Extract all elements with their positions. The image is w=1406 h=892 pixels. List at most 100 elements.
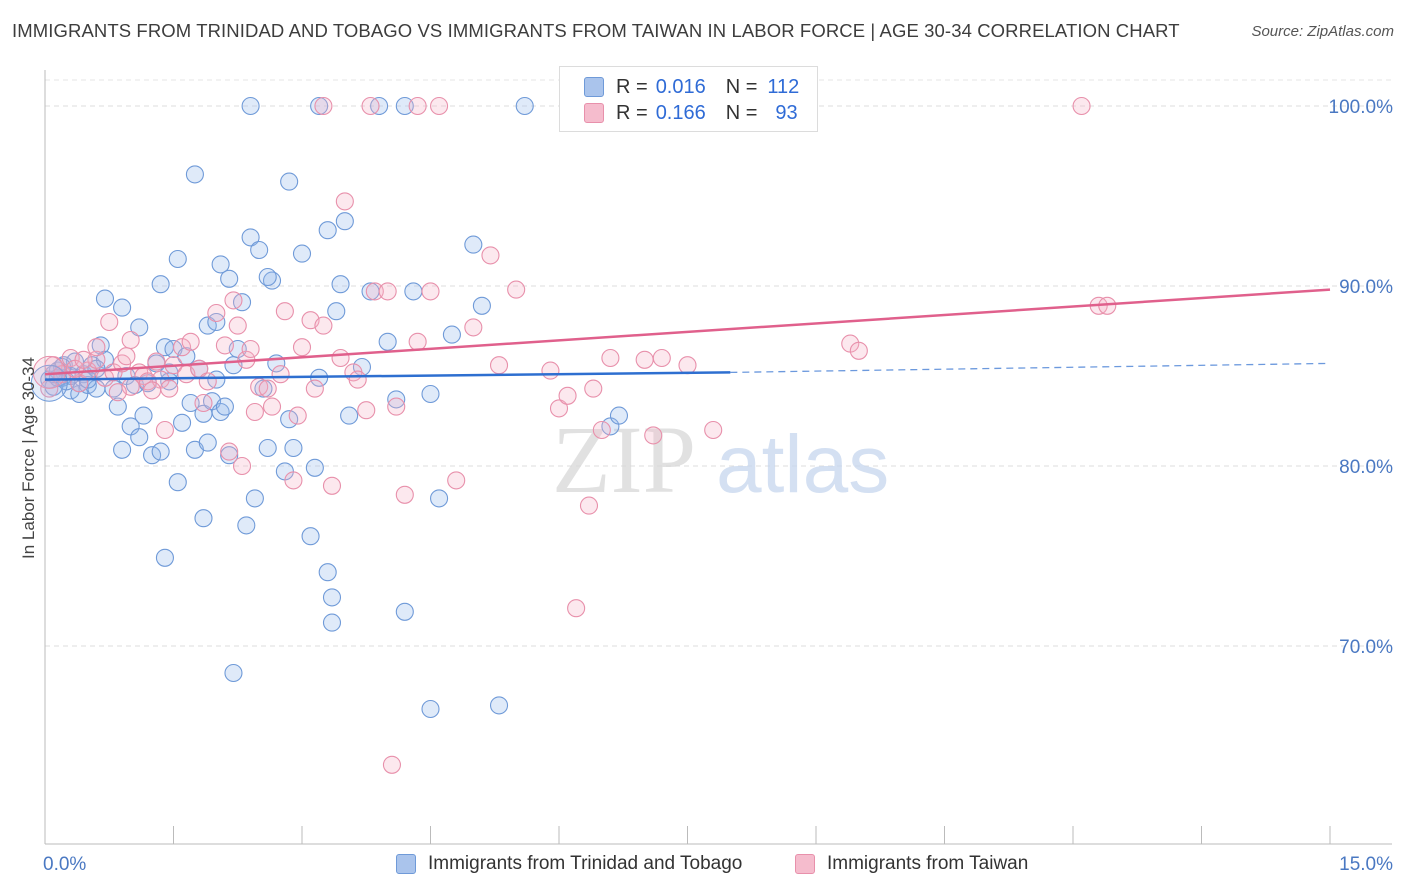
data-point	[489, 356, 509, 375]
data-point	[331, 348, 350, 368]
data-point	[464, 235, 483, 254]
data-point	[361, 96, 380, 116]
y-axis-label: In Labor Force | Age 30-34	[19, 357, 38, 559]
watermark-zip: ZIP	[552, 406, 696, 513]
data-point	[378, 282, 397, 301]
data-point	[194, 509, 213, 528]
data-point	[143, 381, 162, 400]
data-point	[220, 269, 239, 288]
legend-r-value: 0.016	[655, 75, 706, 98]
data-point	[134, 406, 153, 425]
data-point	[340, 406, 359, 425]
data-point	[87, 338, 106, 357]
data-point	[173, 413, 192, 432]
data-point	[584, 379, 603, 398]
data-point	[395, 96, 414, 116]
data-point	[322, 613, 342, 632]
data-point	[224, 663, 243, 683]
data-point	[331, 275, 350, 294]
data-point	[322, 588, 342, 607]
data-point	[635, 350, 654, 369]
data-point	[292, 244, 312, 263]
data-point	[215, 336, 234, 355]
data-point	[395, 602, 414, 621]
data-point	[160, 379, 179, 398]
data-point	[592, 420, 611, 440]
data-point	[74, 350, 93, 369]
watermark-atlas: atlas	[716, 419, 889, 510]
data-point	[314, 96, 333, 116]
x-tick-label: 0.0%	[43, 854, 86, 875]
data-point	[447, 471, 466, 490]
data-point	[335, 212, 354, 231]
data-point	[155, 548, 174, 567]
legend-r-label: R =	[616, 101, 648, 124]
y-tick-label: 70.0%	[1339, 637, 1393, 658]
data-point	[305, 379, 324, 398]
legend-swatch-trinidad	[584, 77, 604, 97]
legend-r-value: 0.166	[655, 101, 706, 124]
data-point	[224, 291, 243, 310]
data-point	[258, 438, 277, 458]
data-point	[258, 379, 277, 398]
x-tick-label: 15.0%	[1339, 854, 1393, 875]
data-point	[507, 280, 526, 299]
data-point	[151, 275, 170, 294]
data-point	[87, 350, 106, 369]
data-point	[168, 249, 187, 269]
data-point	[130, 318, 149, 337]
data-point	[404, 282, 423, 301]
data-point	[108, 383, 127, 402]
data-point	[541, 361, 560, 380]
data-point	[579, 496, 599, 515]
data-point	[678, 356, 697, 375]
data-point	[155, 420, 174, 440]
data-point	[220, 442, 239, 461]
data-point	[113, 440, 132, 459]
data-point	[271, 365, 290, 384]
data-point	[232, 456, 252, 476]
data-point	[151, 442, 170, 461]
data-point	[430, 489, 449, 508]
y-tick-label: 80.0%	[1339, 457, 1393, 478]
data-point	[113, 298, 132, 317]
data-point	[314, 316, 333, 335]
data-point	[357, 401, 376, 420]
data-point	[245, 489, 264, 508]
data-point	[95, 289, 115, 308]
data-point	[601, 348, 620, 368]
data-point	[387, 397, 406, 416]
trend-line-0	[44, 371, 731, 381]
data-point	[108, 397, 127, 416]
chart-title: IMMIGRANTS FROM TRINIDAD AND TOBAGO VS I…	[12, 20, 1180, 41]
data-point	[198, 372, 217, 391]
data-point	[1072, 96, 1091, 116]
data-point	[237, 516, 256, 535]
data-point	[262, 397, 282, 416]
data-point	[301, 527, 320, 546]
legend-n-label: N =	[725, 75, 758, 98]
legend-n-value: 112	[767, 75, 800, 98]
data-point	[408, 96, 427, 116]
data-point	[335, 192, 354, 211]
data-point	[275, 302, 294, 321]
data-point	[318, 221, 337, 240]
legend-n-label: N =	[725, 101, 758, 124]
data-point	[211, 255, 230, 274]
axes	[44, 70, 1392, 845]
trend-line-dashed-0	[730, 362, 1331, 374]
data-point	[245, 402, 264, 422]
data-point	[464, 318, 483, 337]
bottom-legend-swatch-trinidad	[396, 854, 416, 874]
data-point	[515, 96, 534, 116]
bottom-legend-taiwan: Immigrants from Taiwan	[795, 851, 1028, 877]
trend-lines	[44, 288, 1331, 381]
legend-r-label: R =	[616, 75, 648, 98]
data-point	[207, 303, 226, 323]
data-point	[644, 426, 663, 445]
series-0	[40, 96, 629, 719]
data-point	[194, 393, 213, 413]
data-point	[288, 406, 307, 425]
data-point	[310, 96, 329, 116]
